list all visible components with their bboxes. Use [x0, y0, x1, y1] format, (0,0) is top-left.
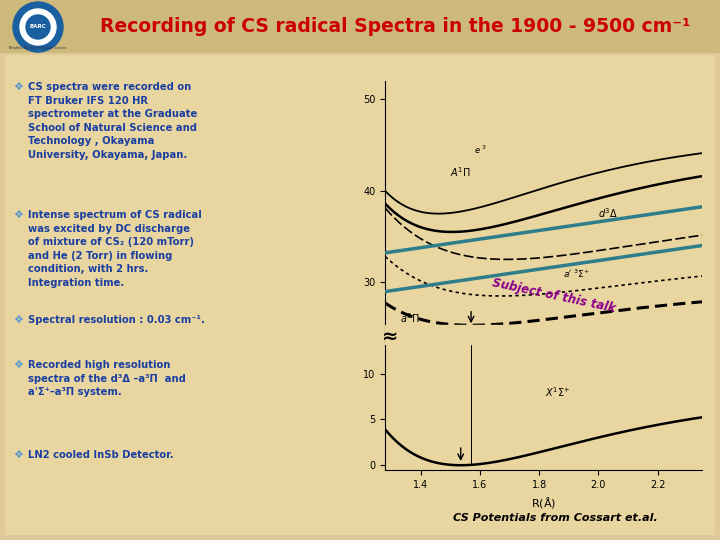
Text: ❖: ❖	[13, 315, 23, 325]
Text: LN2 cooled InSb Detector.: LN2 cooled InSb Detector.	[28, 450, 174, 460]
Text: ❖: ❖	[13, 210, 23, 220]
Circle shape	[26, 15, 50, 39]
Text: Intense spectrum of CS radical
was excited by DC discharge
of mixture of CS₂ (12: Intense spectrum of CS radical was excit…	[28, 210, 202, 288]
Bar	[5, 55, 715, 535]
Text: CS Potentials from Cossart et.al.: CS Potentials from Cossart et.al.	[453, 513, 657, 523]
Text: ❖: ❖	[13, 360, 23, 370]
Text: BARC: BARC	[30, 24, 46, 30]
Text: ❖: ❖	[13, 450, 23, 460]
Text: ❖: ❖	[13, 82, 23, 92]
Circle shape	[20, 9, 56, 45]
Text: $X^{1}\Sigma^{+}$: $X^{1}\Sigma^{+}$	[545, 385, 571, 399]
Text: $e\ ^{3}$: $e\ ^{3}$	[474, 144, 487, 156]
Text: $a^{3}\Pi$: $a^{3}\Pi$	[400, 310, 420, 325]
X-axis label: R($\mathregular{\AA}$): R($\mathregular{\AA}$)	[531, 495, 556, 510]
Text: $d^{3}\Delta$: $d^{3}\Delta$	[598, 206, 618, 220]
Circle shape	[13, 2, 63, 52]
Text: Subject of this talk: Subject of this talk	[491, 276, 617, 315]
Text: $A^{1}\Pi$: $A^{1}\Pi$	[450, 165, 472, 179]
Text: CS spectra were recorded on
FT Bruker IFS 120 HR
spectrometer at the Graduate
Sc: CS spectra were recorded on FT Bruker IF…	[28, 82, 197, 160]
Text: ≈: ≈	[382, 327, 398, 346]
Text: Recording of CS radical Spectra in the 1900 - 9500 cm⁻¹: Recording of CS radical Spectra in the 1…	[100, 17, 690, 37]
Text: $a'^{\ 3}\Sigma^{+}$: $a'^{\ 3}\Sigma^{+}$	[563, 267, 590, 280]
Text: Spectral resolution : 0.03 cm⁻¹.: Spectral resolution : 0.03 cm⁻¹.	[28, 315, 205, 325]
Text: Bhabha Atomic Research Centre: Bhabha Atomic Research Centre	[9, 46, 67, 50]
Text: Recorded high resolution
spectra of the d³Δ –a³Π  and
a'Σ⁺–a³Π system.: Recorded high resolution spectra of the …	[28, 360, 186, 397]
Bar	[0, 0, 720, 53]
Bar	[385, 325, 702, 345]
